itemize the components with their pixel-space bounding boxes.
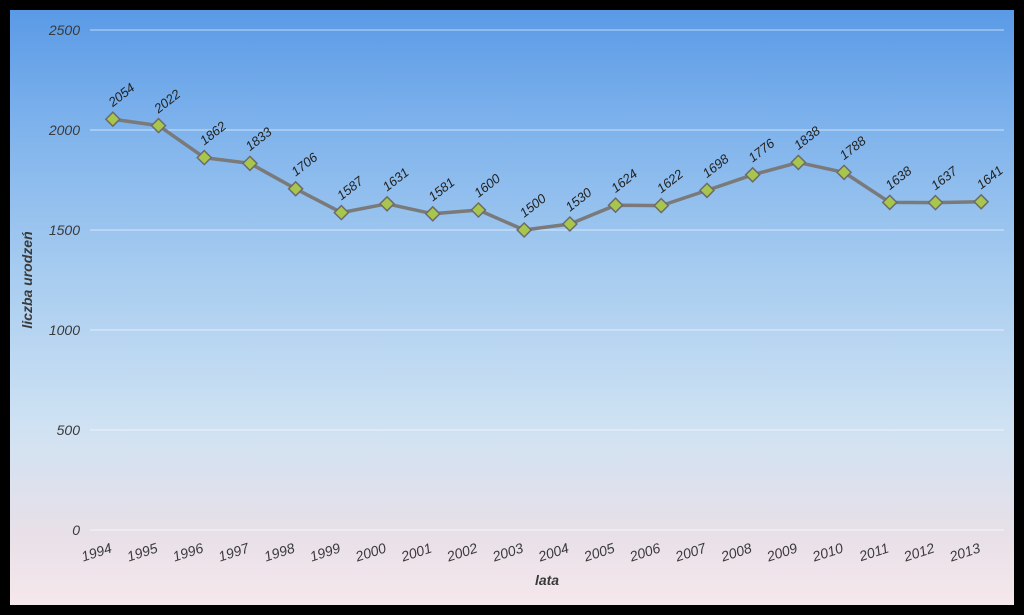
series-line <box>113 119 981 230</box>
x-tick-label: 2009 <box>764 540 800 565</box>
x-tick-label: 1994 <box>79 540 114 565</box>
data-marker <box>654 199 668 213</box>
x-tick-label: 2013 <box>947 540 983 565</box>
value-label: 1788 <box>837 133 870 163</box>
value-label: 1530 <box>562 184 595 214</box>
data-marker <box>471 203 485 217</box>
x-tick-label: 2006 <box>627 540 663 565</box>
x-tick-label: 2008 <box>718 540 754 565</box>
value-label: 1776 <box>745 135 778 165</box>
x-tick-label: 2010 <box>809 540 845 565</box>
x-tick-label: 1999 <box>308 540 343 565</box>
data-marker <box>609 198 623 212</box>
x-tick-label: 2003 <box>490 540 526 565</box>
chart-frame: 0 500 1000 1500 2000 2500 1994 1995 1996 1997 199… <box>0 0 1024 615</box>
value-label: 1862 <box>197 118 230 148</box>
x-tick-label: 2005 <box>581 540 617 565</box>
data-marker <box>563 217 577 231</box>
x-tick-label: 1995 <box>125 540 160 565</box>
value-label: 1706 <box>288 149 321 179</box>
x-tick-label: 1996 <box>171 540 206 565</box>
value-label: 2022 <box>150 86 183 117</box>
x-tick-label: 2011 <box>856 540 891 565</box>
data-marker <box>334 206 348 220</box>
value-label: 1638 <box>882 163 915 193</box>
x-tick-label: 2002 <box>444 540 480 565</box>
value-label: 1624 <box>608 166 640 196</box>
data-marker <box>791 155 805 169</box>
y-tick-label: 2500 <box>48 22 80 38</box>
y-tick-label: 2000 <box>48 122 80 138</box>
y-tick-label: 500 <box>57 422 81 438</box>
y-tick-label: 1000 <box>49 322 80 338</box>
x-tick-label: 1998 <box>262 540 297 565</box>
data-marker <box>426 207 440 221</box>
value-label: 2054 <box>105 80 138 110</box>
value-label: 1637 <box>928 163 961 193</box>
data-marker <box>700 183 714 197</box>
data-marker <box>928 196 942 210</box>
data-marker <box>243 156 257 170</box>
value-label: 1587 <box>334 173 367 203</box>
data-marker <box>517 223 531 237</box>
data-marker <box>289 182 303 196</box>
data-marker <box>106 112 120 126</box>
value-label: 1581 <box>425 175 457 205</box>
x-axis-label: lata <box>535 572 559 588</box>
x-tick-label: 2012 <box>901 540 937 565</box>
x-tick-label: 2000 <box>352 540 388 565</box>
value-label: 1838 <box>791 123 824 153</box>
value-label: 1641 <box>974 163 1006 193</box>
data-marker <box>380 197 394 211</box>
data-marker <box>974 195 988 209</box>
y-tick-label: 1500 <box>49 222 80 238</box>
value-label: 1500 <box>517 190 550 220</box>
x-tick-label: 1997 <box>216 539 252 564</box>
x-tick-label: 2007 <box>672 539 709 565</box>
value-label: 1698 <box>700 151 733 181</box>
value-label: 1833 <box>243 124 276 154</box>
births-line-chart: 0 500 1000 1500 2000 2500 1994 1995 1996 1997 199… <box>10 10 1014 605</box>
data-marker <box>746 168 760 182</box>
value-label: 1600 <box>471 170 504 200</box>
x-tick-label: 2001 <box>398 540 434 565</box>
y-tick-label: 0 <box>72 522 80 538</box>
value-label: 1622 <box>654 166 687 196</box>
x-tick-label: 2004 <box>535 540 571 565</box>
value-label: 1631 <box>380 165 412 195</box>
y-axis-label: liczba urodzeń <box>19 231 35 328</box>
